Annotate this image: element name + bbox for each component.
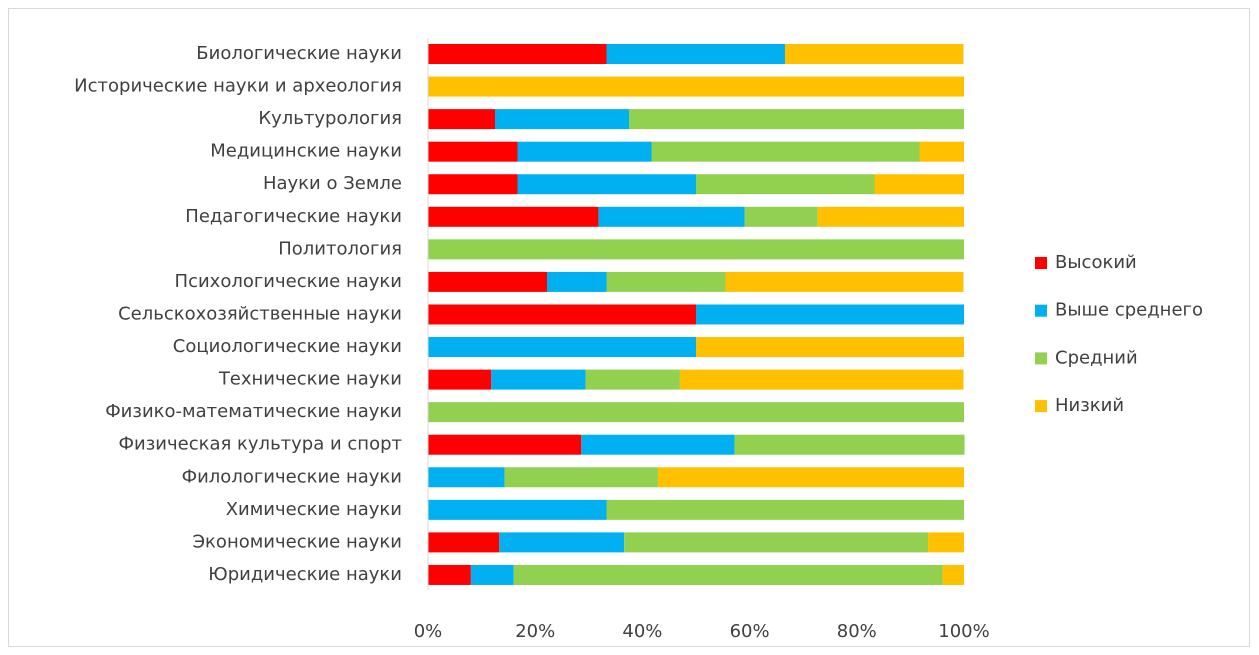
y-tick-label: Педагогические науки [185,206,402,227]
bar-segment [428,271,547,292]
bar-segment [651,141,920,162]
bar-segment [606,44,785,64]
bar-segment [428,239,964,260]
bar-segment [874,174,964,195]
y-tick-label: Науки о Земле [263,173,402,194]
legend-swatch [1035,257,1047,269]
y-tick-label: Исторические науки и археология [74,76,402,97]
legend-swatch [1035,352,1047,365]
y-tick-label: Физико-математические науки [105,401,402,422]
bar-segment [428,369,492,390]
bar-segment [491,369,586,390]
bar-segment [428,564,471,585]
bar-segment [581,434,735,455]
bar-segment [513,564,943,585]
bar-segment [928,532,964,553]
legend-label: Выше среднего [1055,300,1203,321]
bar-segment [606,499,964,520]
y-tick-label: Психологические науки [175,271,402,292]
bar-segment [428,499,607,520]
bar-segment [817,206,964,227]
bar-segment [606,271,726,292]
bar-segment [428,337,696,358]
y-tick-label: Филологические науки [182,466,402,487]
bar-segment [734,434,965,455]
bar-segment [585,369,680,390]
y-tick-label: Политология [278,238,402,259]
y-tick-label: Технические науки [218,369,402,390]
bar-segment [598,206,745,227]
x-tick-label: 20% [515,621,555,642]
bar-segment [696,174,875,195]
y-tick-label: Физическая культура и спорт [119,434,402,455]
bar-segment [428,109,495,130]
bar-segment [428,532,500,553]
bar-segment [428,206,599,227]
bar-segment [470,564,514,585]
bar-segment [546,271,607,292]
bar-segment [428,44,607,64]
bar-segment [495,109,629,130]
bar-segment [725,271,964,292]
bar-segment [428,174,518,195]
y-tick-label: Медицинские науки [210,141,402,162]
x-tick-label: 60% [730,621,770,642]
bar-segment [629,109,964,130]
bar-segment [784,44,964,64]
bar-segment [428,304,696,325]
legend-label: Высокий [1055,252,1137,273]
bar-segment [428,434,582,455]
bar-segment [428,467,505,488]
y-tick-label: Юридические науки [208,564,402,585]
x-tick-label: 0% [414,621,443,642]
bar-segment [919,141,964,162]
bar-segment [428,402,964,423]
bar-segment [657,467,964,488]
y-tick-label: Химические науки [226,499,402,520]
bar-segment [679,369,964,390]
bar-segment [517,174,696,195]
x-tick-label: 80% [837,621,877,642]
bar-segment [499,532,625,553]
bar-segment [624,532,929,553]
y-tick-label: Биологические науки [196,43,402,64]
legend-label: Низкий [1055,395,1124,416]
y-tick-label: Сельскохозяйственные науки [118,303,402,324]
bar-segment [744,206,818,227]
bar-segment [942,564,964,585]
y-tick-label: Социологические науки [173,336,402,357]
bar-segment [696,304,964,325]
bar-segment [696,337,964,358]
bar-segment [517,141,652,162]
y-tick-label: Культурология [258,108,402,129]
legend-swatch [1035,400,1047,413]
legend-swatch [1035,304,1047,317]
x-tick-label: 40% [622,621,662,642]
bar-segment [428,141,518,162]
bar-segment [504,467,658,488]
bar-segment [428,76,964,97]
x-tick-label: 100% [938,621,989,642]
y-tick-label: Экономические науки [192,531,402,552]
legend-label: Средний [1055,347,1138,368]
